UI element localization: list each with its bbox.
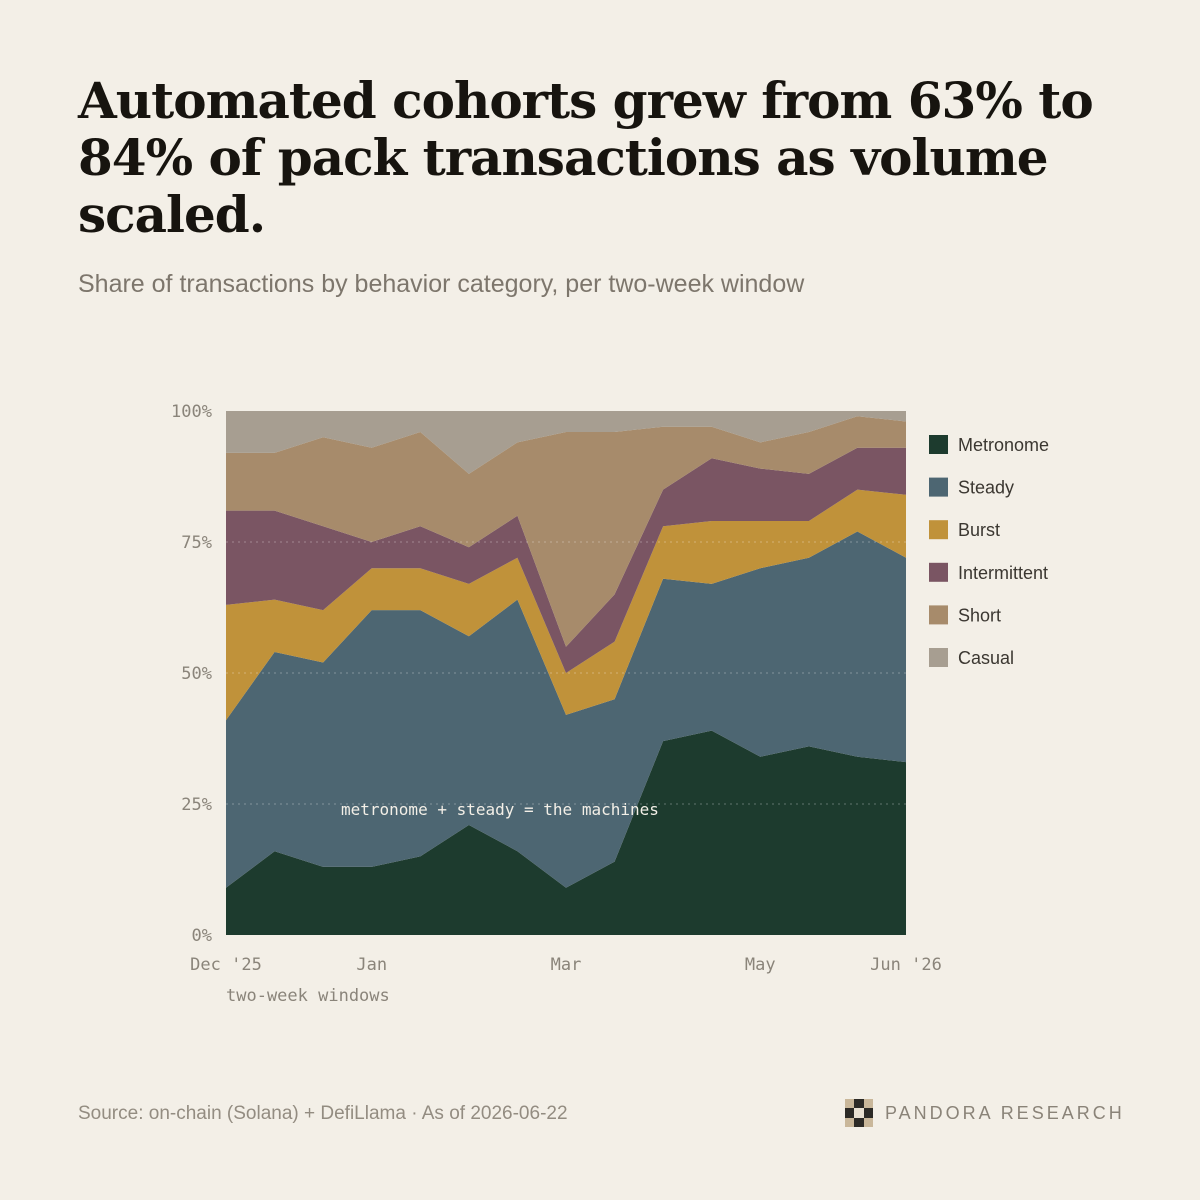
y-axis-ticks: 0% 25% 50% 75% 100% (171, 402, 212, 946)
legend-label-casual: Casual (958, 648, 1014, 668)
x-axis-label: two-week windows (226, 986, 390, 1006)
area-steady (226, 531, 906, 888)
y-tick-label: 25% (181, 795, 212, 815)
checker-icon (845, 1099, 873, 1127)
y-tick-label: 100% (171, 402, 212, 422)
legend-swatch-casual (929, 648, 948, 667)
area-casual (226, 411, 906, 474)
legend-label-short: Short (958, 605, 1001, 625)
legend-swatch-burst (929, 520, 948, 540)
area-intermittent (226, 447, 906, 673)
legend-swatch-short (929, 605, 948, 625)
area-burst (226, 489, 906, 721)
x-tick-label: Jun '26 (870, 955, 942, 975)
brand-mark: PANDORA RESEARCH (845, 1098, 1125, 1128)
x-tick-label: Dec '25 (190, 955, 262, 975)
area-short (226, 416, 906, 647)
x-tick-label: May (745, 955, 776, 975)
legend-swatch-metronome (929, 435, 948, 454)
legend-label-steady: Steady (958, 478, 1014, 498)
area-layers (226, 411, 906, 935)
legend-label-intermittent: Intermittent (958, 563, 1048, 583)
legend-swatch-intermittent (929, 562, 948, 582)
legend: Metronome Steady Burst Intermittent Short Cas… (929, 435, 1049, 668)
chart-subtitle: Share of transactions by behavior catego… (78, 270, 805, 298)
y-tick-label: 0% (192, 926, 212, 946)
legend-swatch-steady (929, 477, 948, 497)
chart-title: Automated cohorts grew from 63% to 84% o… (78, 71, 1094, 244)
x-tick-label: Jan (356, 955, 387, 975)
y-tick-label: 50% (181, 664, 212, 684)
chart-annotation: metronome + steady = the machines (341, 800, 659, 819)
legend-label-metronome: Metronome (958, 435, 1049, 455)
x-tick-label: Mar (551, 955, 582, 975)
area-metronome (226, 730, 906, 935)
source-note: Source: on-chain (Solana) + DefiLlama · … (78, 1103, 568, 1124)
legend-label-burst: Burst (958, 520, 1000, 540)
brand-name: PANDORA RESEARCH (885, 1102, 1125, 1123)
x-axis-ticks: Dec '25 Jan Mar May Jun '26 (190, 955, 942, 975)
y-tick-label: 75% (181, 533, 212, 553)
